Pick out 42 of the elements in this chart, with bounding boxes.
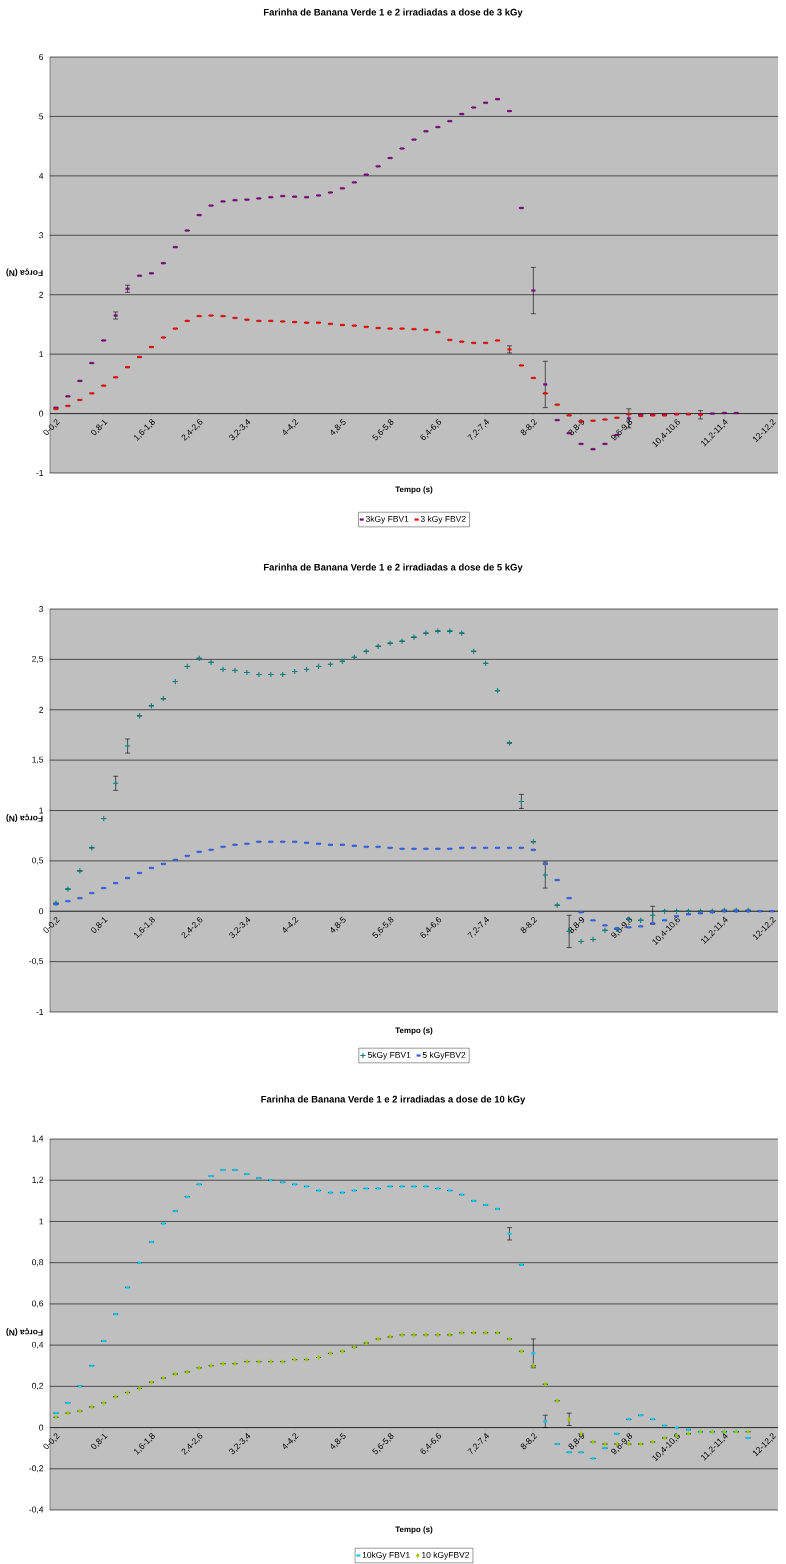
chart-title: Farinha de Banana Verde 1 e 2 irradiadas a dose de 10 kGy — [261, 1095, 526, 1105]
y-tick-label: 0 — [39, 908, 44, 915]
chart-title: Farinha de Banana Verde 1 e 2 irradiadas a dose de 5 kGy — [263, 563, 523, 573]
y-tick-label: -1 — [36, 1009, 44, 1015]
legend-label: 10kGy FBV1 — [362, 1551, 410, 1560]
y-tick-label: 1,5 — [32, 756, 44, 764]
y-tick-label: -1 — [36, 470, 44, 476]
point — [567, 1416, 571, 1422]
legend-label: 5 kGyFBV2 — [422, 1051, 466, 1060]
y-axis-title: Força (N) — [6, 1328, 43, 1336]
y-tick-label: 0 — [39, 410, 44, 417]
y-tick-label: 1,4 — [32, 1135, 44, 1143]
y-tick-label: 0,4 — [32, 1341, 44, 1349]
y-tick-label: 4 — [38, 172, 44, 179]
y-tick-label: 0,5 — [32, 857, 44, 865]
y-tick-label: 0,6 — [32, 1300, 44, 1308]
y-tick-label: 6 — [39, 54, 44, 60]
y-tick-label: 3 — [39, 606, 44, 612]
point — [542, 871, 549, 879]
y-tick-label: 0 — [39, 1424, 44, 1431]
y-tick-label: 5 — [39, 113, 44, 120]
y-tick-label: 0,2 — [32, 1382, 44, 1390]
y-tick-label: 1 — [39, 1218, 44, 1225]
y-tick-label: 2 — [39, 291, 44, 298]
y-tick-label: -0,4 — [29, 1506, 44, 1514]
y-tick-label: -0,2 — [29, 1465, 44, 1473]
y-tick-label: 1 — [39, 807, 44, 814]
legend-label: 10 kGyFBV2 — [422, 1551, 470, 1560]
y-tick-label: 3 — [39, 232, 44, 239]
legend-label: 3kGy FBV1 — [365, 515, 409, 524]
y-tick-label: 1,2 — [32, 1176, 44, 1184]
y-tick-label: 2,5 — [32, 655, 44, 663]
legend-label: 3 kGy FBV2 — [420, 515, 466, 524]
y-tick-label: 2 — [39, 706, 44, 713]
point — [124, 742, 131, 750]
y-tick-label: 0,8 — [32, 1259, 44, 1267]
y-axis-title: Força (N) — [6, 814, 43, 822]
y-tick-label: 1 — [39, 351, 44, 358]
chart-title: Farinha de Banana Verde 1 e 2 irradiadas a dose de 3 kGy — [263, 8, 523, 18]
y-axis-title: Força (N) — [6, 268, 43, 277]
legend-label: 5kGy FBV1 — [367, 1051, 411, 1060]
y-tick-label: -0,5 — [29, 958, 44, 966]
